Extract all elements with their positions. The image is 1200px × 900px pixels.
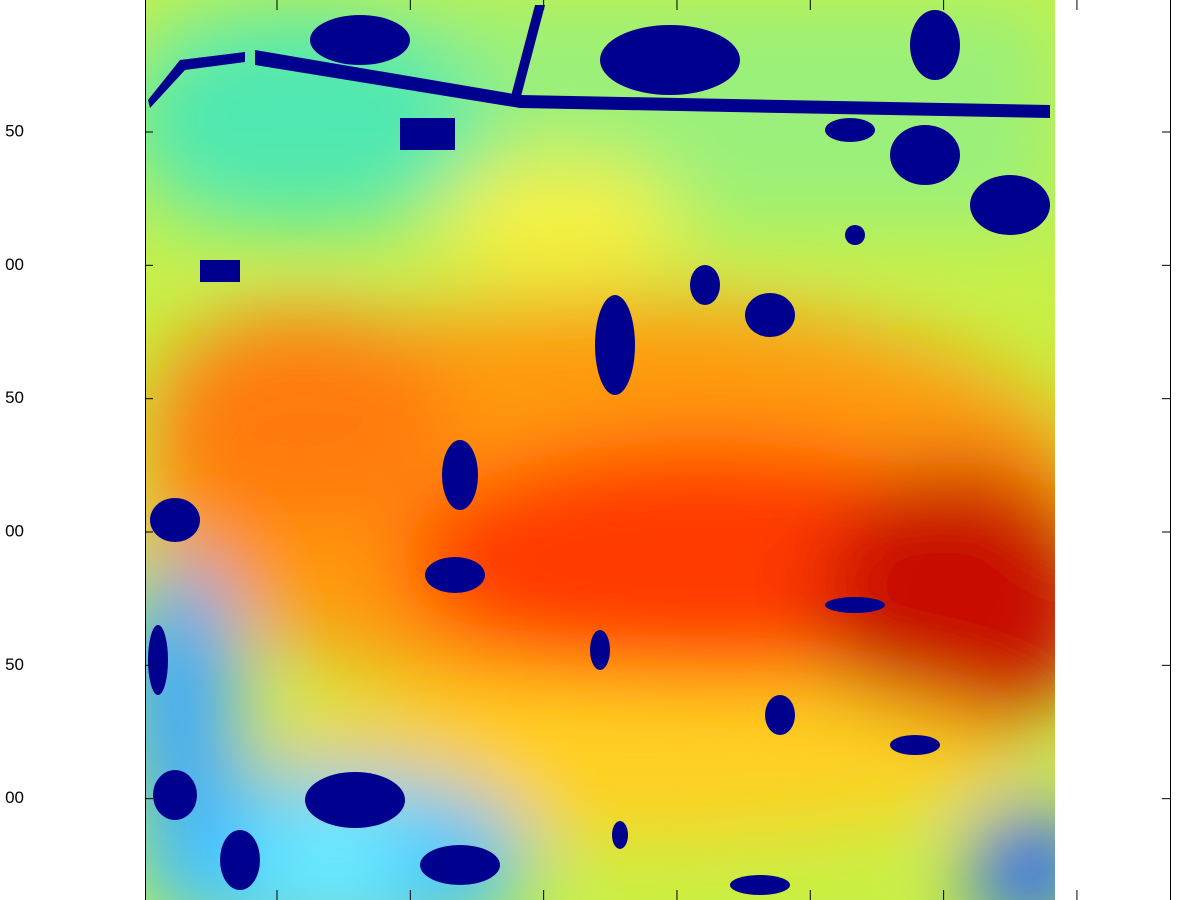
- y-tick-label: 50: [5, 655, 24, 674]
- y-tick-label: 50: [5, 121, 24, 140]
- y-tick-label: 00: [5, 255, 24, 274]
- y-tick-label: 00: [5, 521, 24, 540]
- y-tick-label: 00: [5, 788, 24, 807]
- heatmap-image: [145, 0, 1055, 900]
- y-tick-label: 50: [5, 388, 24, 407]
